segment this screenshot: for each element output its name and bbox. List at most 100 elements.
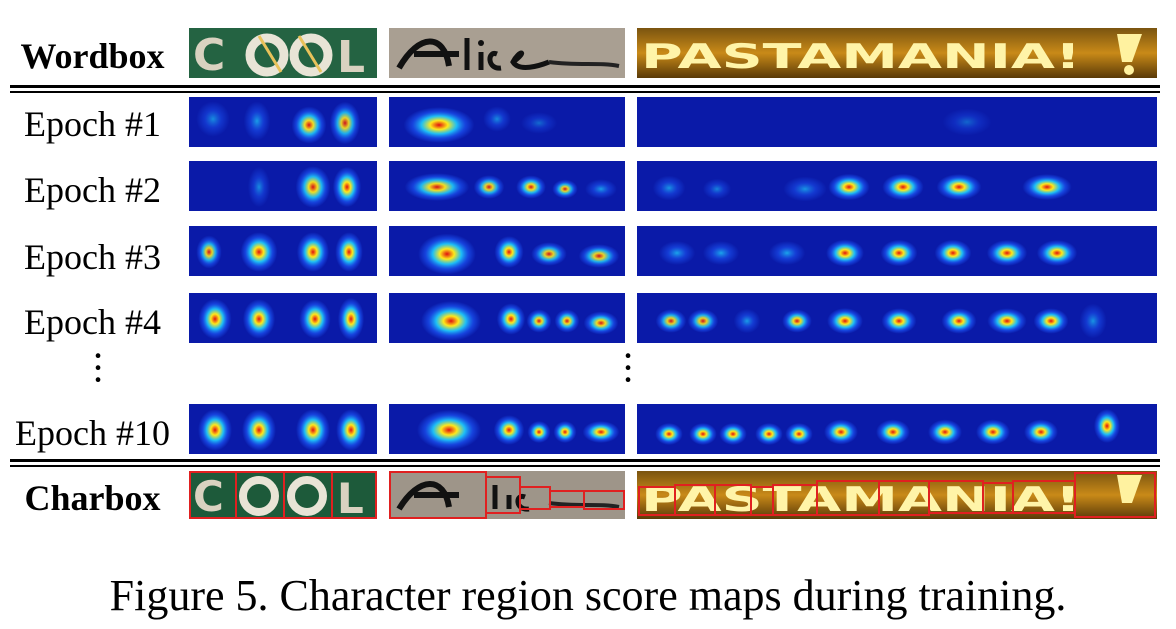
- heatmap-epoch4-col3: [637, 293, 1157, 343]
- character-region-blob-2: [483, 106, 511, 132]
- character-region-blob-4: [554, 309, 580, 333]
- character-region-blob-9: [1033, 308, 1069, 334]
- character-region-blob-3: [719, 423, 747, 445]
- character-region-blob-4: [826, 239, 864, 267]
- heatmap-epoch2-col2: [389, 161, 625, 211]
- character-region-blob-4: [329, 101, 361, 145]
- character-region-blob-1: [196, 235, 222, 269]
- character-region-blob-10: [1079, 303, 1107, 339]
- character-region-blob-3: [733, 308, 761, 334]
- rule-top-b: [10, 91, 1160, 93]
- character-region-blob-7: [876, 419, 910, 445]
- character-region-blob-5: [827, 308, 863, 334]
- heatmap-epoch10-col3: [637, 404, 1157, 454]
- character-region-blob-2: [242, 299, 276, 339]
- figure-caption: Figure 5. Character region score maps du…: [109, 571, 1067, 620]
- character-region-blob-1: [417, 410, 481, 450]
- charbox-image-pastamania: PASTAMANIA!: [637, 471, 1157, 519]
- character-region-blob-1: [942, 108, 992, 136]
- character-region-blob-1: [421, 301, 481, 341]
- heatmap-epoch3-col1: [189, 226, 377, 276]
- heatmap-svg: [637, 226, 1157, 276]
- rule-top-a: [10, 85, 1160, 88]
- character-region-blob-4: [782, 309, 812, 333]
- svg-text:PASTAMANIA!: PASTAMANIA!: [641, 37, 1081, 77]
- character-region-blob-4: [335, 232, 363, 272]
- character-region-blob-4: [337, 297, 365, 341]
- character-region-blob-2: [493, 415, 525, 445]
- svg-text:L: L: [337, 32, 365, 78]
- character-region-blob-1: [655, 423, 683, 445]
- character-region-blob-3: [291, 106, 327, 144]
- row-label-epoch-1: Epoch #1: [24, 104, 161, 144]
- character-region-blob-1: [418, 233, 476, 275]
- heatmap-epoch3-col3: [637, 226, 1157, 276]
- heatmap-epoch10-col2: [389, 404, 625, 454]
- character-region-blob-1: [404, 173, 470, 201]
- character-region-blob-4: [553, 421, 577, 443]
- character-region-blob-2: [295, 166, 331, 208]
- character-region-blob-10: [1024, 419, 1058, 445]
- character-region-blob-6: [881, 308, 917, 334]
- character-region-blob-4: [578, 244, 620, 268]
- character-region-blob-1: [652, 175, 686, 201]
- character-region-blob-3: [531, 242, 567, 266]
- heatmap-epoch2-col1: [189, 161, 377, 211]
- charbox-image-cool: C L: [189, 471, 377, 519]
- heatmap-svg: [637, 293, 1157, 343]
- heatmap-svg: [637, 161, 1157, 211]
- character-region-blob-4: [552, 179, 578, 199]
- charbox-image-alice: [389, 471, 625, 519]
- heatmap-epoch1-col3: [637, 97, 1157, 147]
- heatmap-svg: [389, 226, 625, 276]
- svg-text:C: C: [193, 30, 225, 78]
- character-region-blob-5: [585, 179, 617, 199]
- heatmap-epoch2-col3: [637, 161, 1157, 211]
- heatmap-svg: [637, 404, 1157, 454]
- heatmap-svg: [389, 161, 625, 211]
- svg-text:C: C: [193, 472, 224, 519]
- character-region-blob-4: [755, 423, 783, 445]
- character-region-blob-1: [655, 309, 687, 333]
- character-region-blob-3: [332, 166, 362, 208]
- heatmap-epoch1-col2: [389, 97, 625, 147]
- character-region-blob-3: [520, 112, 558, 134]
- heatmap-svg: [189, 404, 377, 454]
- wordbox-image-pastamania: PASTAMANIA!: [637, 28, 1157, 78]
- character-region-blob-3: [296, 409, 330, 451]
- wordbox-image-alice: [389, 28, 625, 78]
- character-region-blob-3: [296, 232, 330, 272]
- character-region-blob-6: [824, 419, 858, 445]
- row-label-epoch-4: Epoch #4: [24, 302, 161, 342]
- row-label-epoch-3: Epoch #3: [24, 237, 161, 277]
- character-region-blob-1: [198, 409, 232, 451]
- row-label-epoch-2: Epoch #2: [24, 170, 161, 210]
- character-region-blob-5: [583, 311, 619, 335]
- character-region-blob-3: [299, 299, 331, 339]
- heatmap-epoch4-col1: [189, 293, 377, 343]
- heatmap-epoch10-col1: [189, 404, 377, 454]
- character-region-blob-3: [526, 309, 552, 333]
- character-region-blob-2: [494, 236, 524, 268]
- character-region-blob-2: [243, 101, 271, 141]
- character-region-blob-3: [527, 421, 551, 443]
- character-region-blob-5: [882, 173, 924, 201]
- row-label-wordbox: Wordbox: [20, 36, 165, 76]
- heatmap-svg: [637, 97, 1157, 147]
- heatmap-svg: [389, 293, 625, 343]
- svg-text:L: L: [337, 474, 364, 519]
- row-label-epoch-10: Epoch #10: [15, 413, 170, 453]
- heatmap-svg: [189, 161, 377, 211]
- vertical-ellipsis-left: · · ·: [91, 333, 105, 402]
- character-region-blob-1: [247, 166, 271, 208]
- heatmap-svg: [389, 404, 625, 454]
- character-region-blob-5: [582, 421, 620, 443]
- character-region-blob-5: [880, 239, 918, 267]
- rule-bottom-b: [10, 465, 1160, 467]
- character-region-blob-7: [1022, 174, 1072, 200]
- heatmap-epoch1-col1: [189, 97, 377, 147]
- character-region-blob-1: [658, 241, 696, 265]
- heatmap-epoch4-col2: [389, 293, 625, 343]
- character-region-blob-9: [976, 419, 1010, 445]
